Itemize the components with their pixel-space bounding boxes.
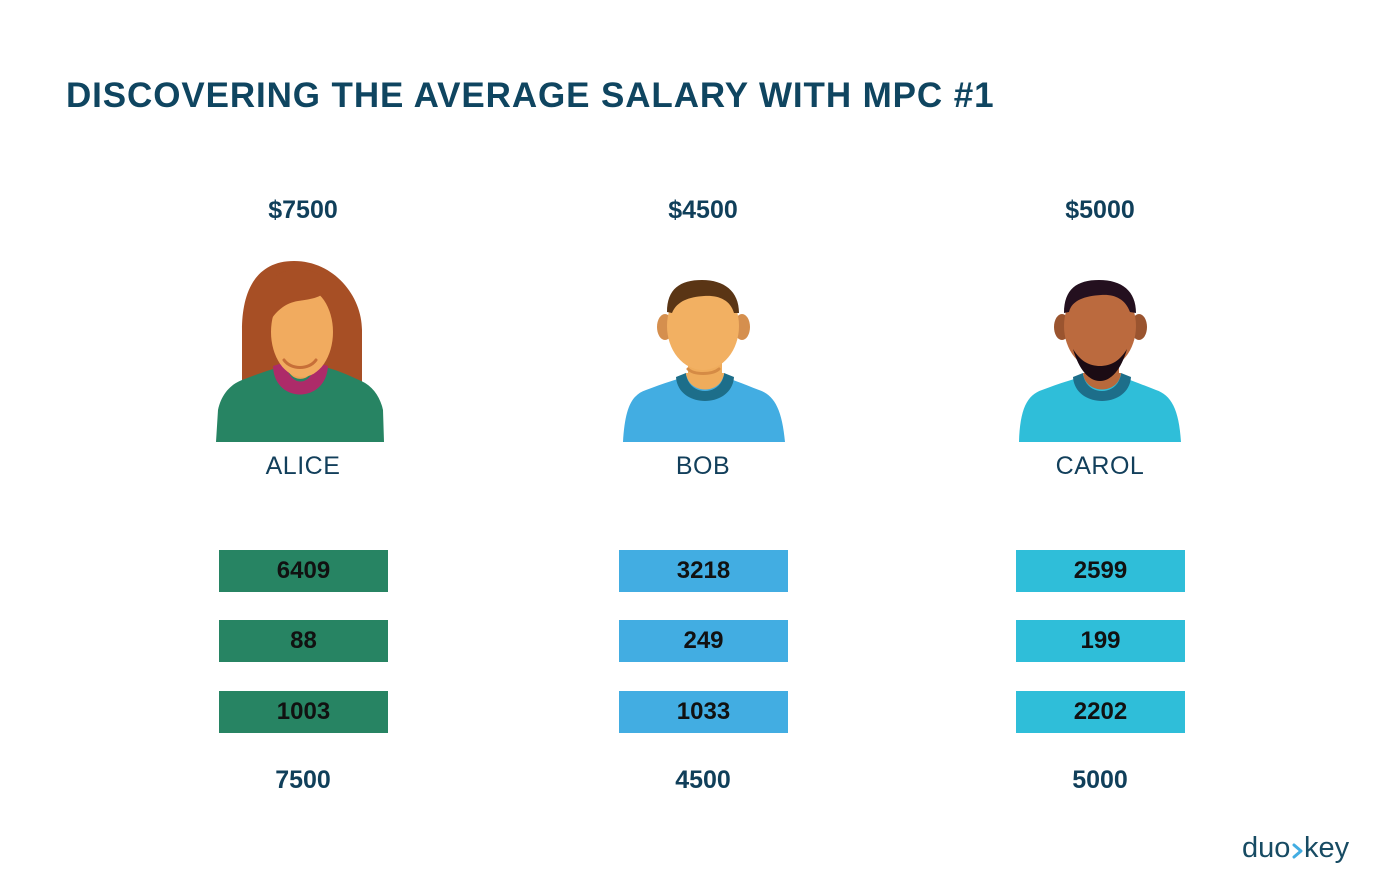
share-carol-2: 199 xyxy=(1016,620,1185,662)
total-bob: 4500 xyxy=(675,766,731,794)
name-bob: BOB xyxy=(675,452,731,480)
person-bob: $4500 BOB 3218 249 1033 4500 xyxy=(583,0,823,889)
person-alice: $7500 ALICE 6409 88 1003 7500 xyxy=(183,0,423,889)
share-carol-3: 2202 xyxy=(1016,691,1185,733)
share-alice-1: 6409 xyxy=(219,550,388,592)
share-alice-2: 88 xyxy=(219,620,388,662)
name-alice: ALICE xyxy=(265,452,341,480)
svg-text:key: key xyxy=(1304,832,1350,864)
salary-alice: $7500 xyxy=(268,196,338,224)
share-alice-3: 1003 xyxy=(219,691,388,733)
salary-bob: $4500 xyxy=(668,196,738,224)
man-avatar-icon xyxy=(1019,280,1181,442)
person-carol: $5000 CAROL 2599 199 2202 5000 xyxy=(980,0,1220,889)
total-carol: 5000 xyxy=(1072,766,1128,794)
salary-carol: $5000 xyxy=(1065,196,1135,224)
woman-avatar-icon xyxy=(216,261,384,442)
share-bob-2: 249 xyxy=(619,620,788,662)
share-carol-1: 2599 xyxy=(1016,550,1185,592)
man-avatar-icon xyxy=(623,280,785,442)
share-bob-1: 3218 xyxy=(619,550,788,592)
page-title: DISCOVERING THE AVERAGE SALARY WITH MPC … xyxy=(66,76,995,115)
svg-text:duo: duo xyxy=(1242,832,1290,864)
name-carol: CAROL xyxy=(1055,452,1145,480)
total-alice: 7500 xyxy=(275,766,331,794)
duokey-logo: duo key xyxy=(1242,832,1350,864)
share-bob-3: 1033 xyxy=(619,691,788,733)
